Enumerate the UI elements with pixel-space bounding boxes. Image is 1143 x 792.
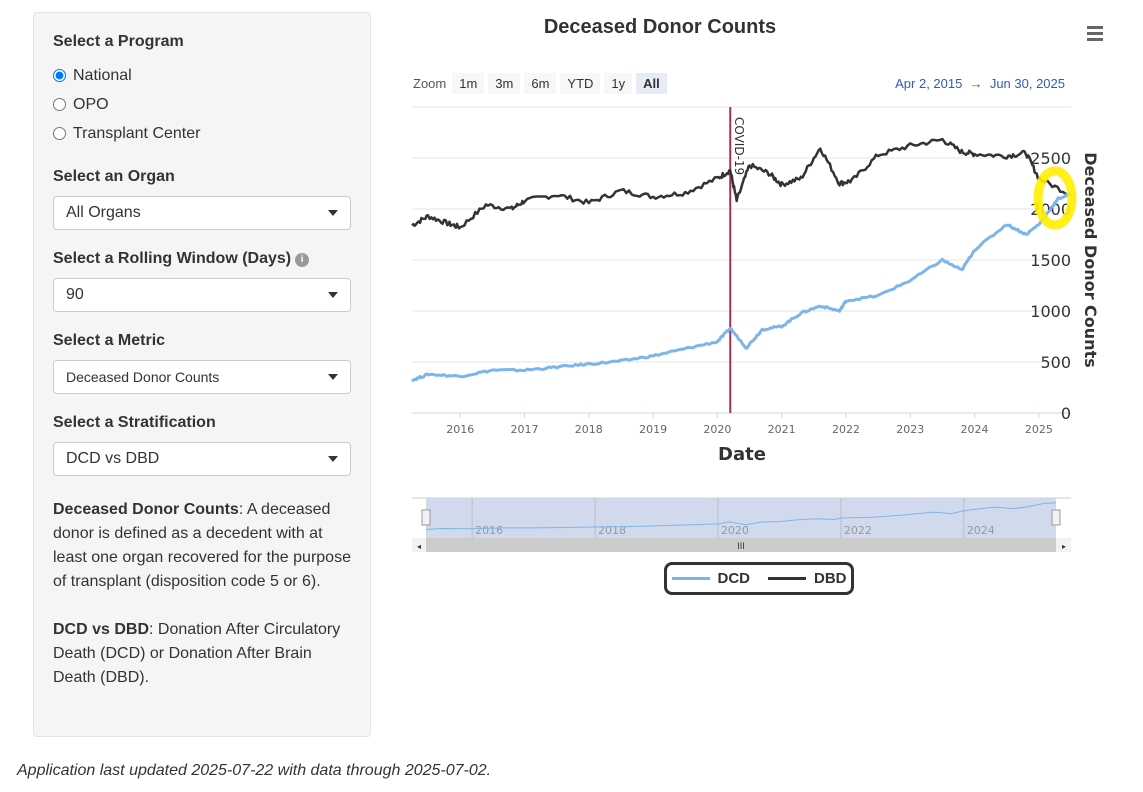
zoom-all-button[interactable]: All (636, 73, 667, 94)
y-tick-label: 1000 (1030, 302, 1071, 321)
zoom-1m-button[interactable]: 1m (452, 73, 485, 94)
radio-transplant-center[interactable]: Transplant Center (53, 119, 351, 148)
x-tick-label: 2023 (896, 423, 924, 436)
radio-national[interactable]: National (53, 61, 351, 90)
navigator-handle (421, 509, 431, 526)
chevron-down-icon (328, 456, 338, 462)
scrollbar-grip: III (737, 541, 745, 551)
program-label: Select a Program (53, 33, 184, 50)
y-tick-label: 500 (1040, 353, 1071, 372)
y-tick-label: 0 (1061, 404, 1071, 423)
navigator-tick-label: 2024 (967, 524, 995, 537)
sidebar-panel: Select a Program National OPO Transplant… (33, 12, 371, 737)
strat-label: Select a Stratification (53, 414, 216, 431)
x-tick-label: 2018 (575, 423, 603, 436)
zoom-toolbar: Zoom 1m 3m 6m YTD 1y All (413, 73, 667, 94)
window-label: Select a Rolling Window (Days) i (53, 250, 351, 268)
y-tick-label: 2500 (1030, 149, 1071, 168)
metric-label: Select a Metric (53, 332, 166, 349)
x-tick-label: 2021 (768, 423, 796, 436)
navigator-tick-label: 2018 (598, 524, 626, 537)
scroll-right-icon: ▸ (1062, 542, 1066, 551)
highlight-circle (1033, 166, 1077, 230)
x-tick-label: 2017 (511, 423, 539, 436)
x-axis-title: Date (718, 444, 766, 465)
x-tick-label: 2024 (961, 423, 989, 436)
covid-label: COVID-19 (732, 117, 746, 175)
series-line-dbd (411, 137, 1072, 230)
x-tick-label: 2020 (703, 423, 731, 436)
radio-opo[interactable]: OPO (53, 90, 351, 119)
hamburger-menu-icon[interactable] (1087, 26, 1103, 44)
organ-select[interactable]: All Organs (53, 196, 351, 230)
legend-item-dbd[interactable]: DBD (768, 570, 847, 587)
date-range[interactable]: Apr 2, 2015 → Jun 30, 2025 (895, 76, 1065, 91)
zoom-1y-button[interactable]: 1y (604, 73, 633, 94)
metric-description: Deceased Donor Counts: A deceased donor … (53, 501, 351, 590)
footer-note: Application last updated 2025-07-22 with… (17, 762, 492, 779)
navigator-tick-label: 2022 (844, 524, 872, 537)
legend-dcd-line (671, 577, 710, 580)
navigator-series (425, 502, 1057, 530)
zoom-ytd-button[interactable]: YTD (560, 73, 601, 94)
x-tick-label: 2022 (832, 423, 860, 436)
zoom-6m-button[interactable]: 6m (524, 73, 557, 94)
strat-description: DCD vs DBD: Donation After Circulatory D… (53, 621, 341, 686)
series-line-dcd (410, 192, 1072, 383)
navigator-tick-label: 2016 (475, 524, 503, 537)
zoom-label: Zoom (413, 76, 447, 91)
y-tick-label: 1500 (1030, 251, 1071, 270)
window-select[interactable]: 90 (53, 278, 351, 312)
legend-dbd-line (768, 577, 806, 580)
scrollbar-track (412, 538, 1071, 552)
strat-select[interactable]: DCD vs DBD (53, 442, 351, 476)
navigator-mask (426, 498, 1056, 538)
y-tick-label: 2000 (1030, 200, 1071, 219)
chevron-down-icon (328, 210, 338, 216)
navigator-handle (1051, 509, 1061, 526)
navigator-tick-label: 2020 (721, 524, 749, 537)
legend: DCD DBD (664, 562, 854, 595)
x-tick-label: 2025 (1025, 423, 1053, 436)
chevron-down-icon (328, 292, 338, 298)
x-tick-label: 2016 (446, 423, 474, 436)
y-axis-title: Deceased Donor Counts (1081, 152, 1100, 367)
zoom-3m-button[interactable]: 3m (488, 73, 521, 94)
chart-title: Deceased Donor Counts (543, 16, 777, 38)
scroll-left-icon: ◂ (417, 542, 421, 551)
metric-select[interactable]: Deceased Donor Counts (53, 360, 351, 394)
info-icon[interactable]: i (295, 253, 310, 267)
organ-label: Select an Organ (53, 168, 175, 185)
legend-item-dcd[interactable]: DCD (671, 570, 750, 587)
x-tick-label: 2019 (639, 423, 667, 436)
scrollbar-thumb (426, 538, 1056, 552)
chevron-down-icon (328, 374, 338, 380)
